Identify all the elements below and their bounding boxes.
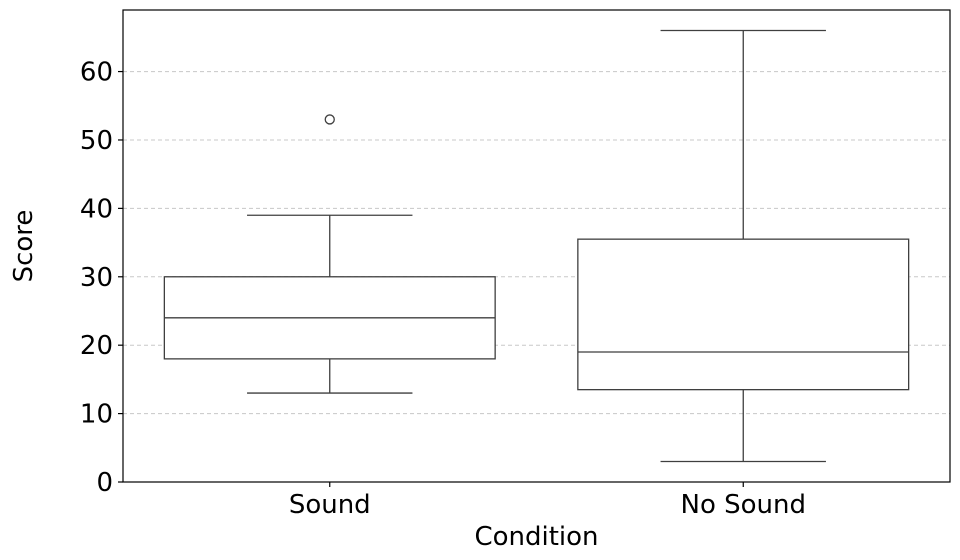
x-axis-label: Condition [474,522,598,552]
x-tick-label: No Sound [681,490,807,520]
axis-ticks: 0 10 20 30 40 50 60 Sound No Sound [80,58,806,520]
x-tick-label: Sound [289,490,371,520]
iqr-box [577,238,910,391]
box-sound [163,114,496,394]
y-tick-label: 0 [96,468,113,498]
y-tick-label: 50 [80,126,113,156]
y-axis-label: Score [9,210,39,283]
y-tick-label: 40 [80,194,113,224]
y-tick-label: 30 [80,263,113,293]
box-no-sound [577,29,910,463]
plot-frame [122,9,951,483]
y-tick-label: 60 [80,58,113,88]
box-series [163,29,910,463]
outlier-point [324,114,335,125]
y-tick-label: 10 [80,400,113,430]
y-tick-label: 20 [80,331,113,361]
